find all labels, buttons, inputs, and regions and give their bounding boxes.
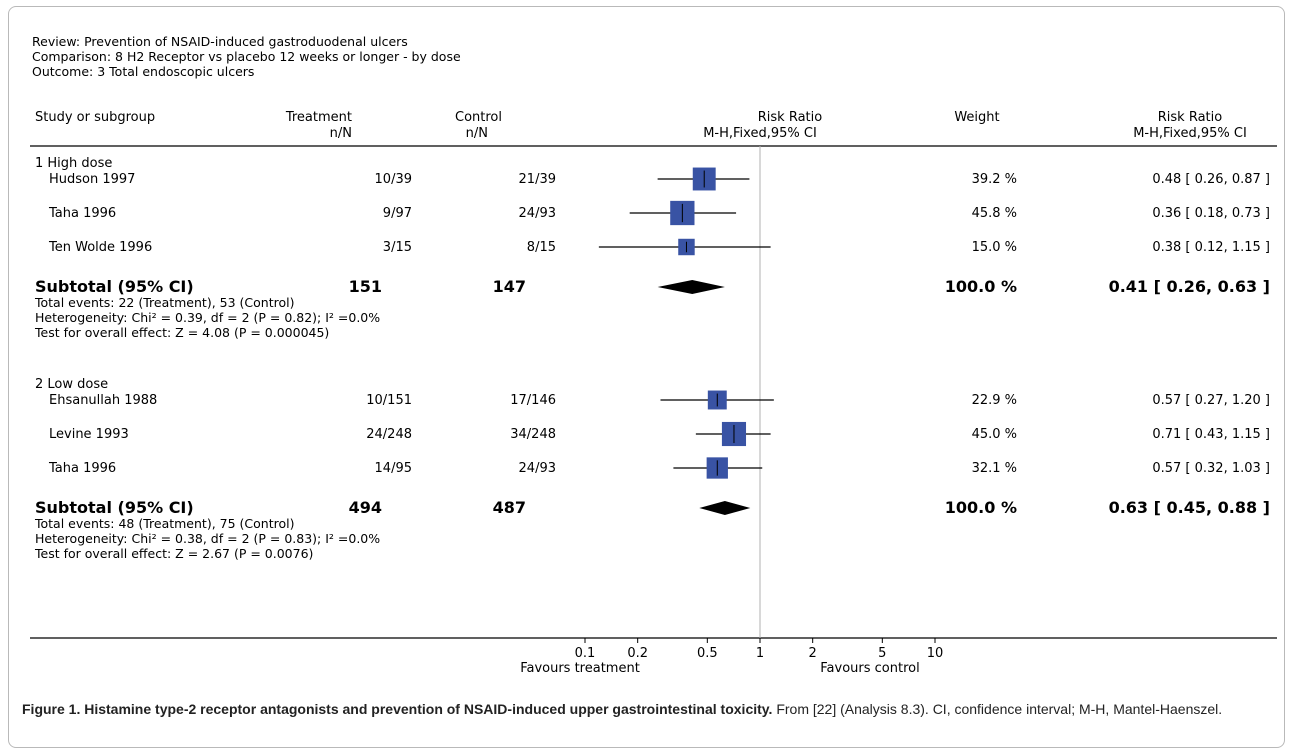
subgroup-note: Total events: 22 (Treatment), 53 (Contro… [34, 295, 294, 310]
ci-cell: 0.71 [ 0.43, 1.15 ] [1152, 427, 1270, 442]
treatment-cell: 3/15 [383, 240, 412, 255]
control-cell: 17/146 [510, 393, 556, 408]
subtotal-control: 487 [493, 498, 526, 517]
outcome-line: Outcome: 3 Total endoscopic ulcers [32, 64, 254, 79]
caption-text: From [22] (Analysis 8.3). CI, confidence… [776, 701, 1223, 717]
control-cell: 21/39 [519, 172, 556, 187]
review-line: Review: Prevention of NSAID-induced gast… [32, 34, 408, 49]
treatment-cell: 9/97 [383, 206, 412, 221]
col-rr-plot-sub: M-H,Fixed,95% CI [703, 126, 817, 141]
weight-cell: 22.9 % [972, 393, 1017, 408]
weight-cell: 15.0 % [972, 240, 1017, 255]
treatment-cell: 10/151 [366, 393, 412, 408]
pooled-diamond [699, 501, 751, 515]
subtotal-ci: 0.41 [ 0.26, 0.63 ] [1109, 277, 1270, 296]
axis-tick-label: 0.5 [697, 646, 718, 661]
study-name: Levine 1993 [49, 427, 129, 442]
subtotal-weight: 100.0 % [945, 498, 1017, 517]
subgroup-note: Heterogeneity: Chi² = 0.39, df = 2 (P = … [35, 310, 380, 325]
figure-caption: Figure 1. Histamine type-2 receptor anta… [22, 697, 1272, 721]
control-cell: 8/15 [527, 240, 556, 255]
subgroup-note: Test for overall effect: Z = 2.67 (P = 0… [34, 546, 313, 561]
weight-cell: 32.1 % [972, 461, 1017, 476]
subgroup-note: Test for overall effect: Z = 4.08 (P = 0… [34, 325, 329, 340]
col-weight-header: Weight [954, 110, 999, 125]
ci-cell: 0.57 [ 0.27, 1.20 ] [1152, 393, 1270, 408]
treatment-cell: 10/39 [375, 172, 412, 187]
col-treatment-sub: n/N [330, 126, 352, 141]
pooled-diamond [657, 280, 725, 294]
treatment-cell: 14/95 [375, 461, 412, 476]
col-rr-text-header: Risk Ratio [1158, 110, 1223, 125]
forest-plot: Review: Prevention of NSAID-induced gast… [30, 34, 1277, 676]
col-treatment-header: Treatment [285, 110, 352, 125]
ci-cell: 0.36 [ 0.18, 0.73 ] [1152, 206, 1270, 221]
axis-tick-label: 2 [809, 646, 817, 661]
subtotal-label: Subtotal (95% CI) [35, 498, 194, 517]
caption-bold: Figure 1. Histamine type-2 receptor anta… [22, 701, 773, 717]
control-cell: 34/248 [510, 427, 556, 442]
study-name: Ten Wolde 1996 [48, 240, 152, 255]
study-name: Taha 1996 [48, 206, 116, 221]
subgroup-note: Total events: 48 (Treatment), 75 (Contro… [34, 516, 294, 531]
weight-cell: 45.8 % [972, 206, 1017, 221]
comparison-line: Comparison: 8 H2 Receptor vs placebo 12 … [32, 49, 461, 64]
study-name: Ehsanullah 1988 [49, 393, 157, 408]
subtotal-control: 147 [493, 277, 526, 296]
col-study-header: Study or subgroup [35, 110, 155, 125]
subtotal-label: Subtotal (95% CI) [35, 277, 194, 296]
subtotal-treatment: 494 [349, 498, 382, 517]
axis-tick-label: 10 [927, 646, 944, 661]
weight-cell: 45.0 % [972, 427, 1017, 442]
axis-tick-label: 1 [756, 646, 764, 661]
ci-cell: 0.57 [ 0.32, 1.03 ] [1152, 461, 1270, 476]
axis-tick-label: 0.2 [627, 646, 648, 661]
study-name: Hudson 1997 [49, 172, 135, 187]
axis-left-label: Favours treatment [520, 661, 640, 676]
ci-cell: 0.38 [ 0.12, 1.15 ] [1152, 240, 1270, 255]
axis-tick-label: 0.1 [575, 646, 596, 661]
col-rr-plot-header: Risk Ratio [758, 110, 823, 125]
subtotal-weight: 100.0 % [945, 277, 1017, 296]
control-cell: 24/93 [519, 206, 556, 221]
subgroup-title: 2 Low dose [35, 377, 108, 392]
ci-cell: 0.48 [ 0.26, 0.87 ] [1152, 172, 1270, 187]
col-rr-text-sub: M-H,Fixed,95% CI [1133, 126, 1247, 141]
figure-frame [8, 6, 1285, 748]
treatment-cell: 24/248 [366, 427, 412, 442]
subtotal-treatment: 151 [349, 277, 382, 296]
subgroup-note: Heterogeneity: Chi² = 0.38, df = 2 (P = … [35, 531, 380, 546]
axis-right-label: Favours control [820, 661, 919, 676]
col-control-header: Control [455, 110, 502, 125]
col-control-sub: n/N [466, 126, 488, 141]
axis-tick-label: 5 [878, 646, 886, 661]
subgroup-title: 1 High dose [35, 156, 112, 171]
subtotal-ci: 0.63 [ 0.45, 0.88 ] [1109, 498, 1270, 517]
weight-cell: 39.2 % [972, 172, 1017, 187]
control-cell: 24/93 [519, 461, 556, 476]
study-name: Taha 1996 [48, 461, 116, 476]
